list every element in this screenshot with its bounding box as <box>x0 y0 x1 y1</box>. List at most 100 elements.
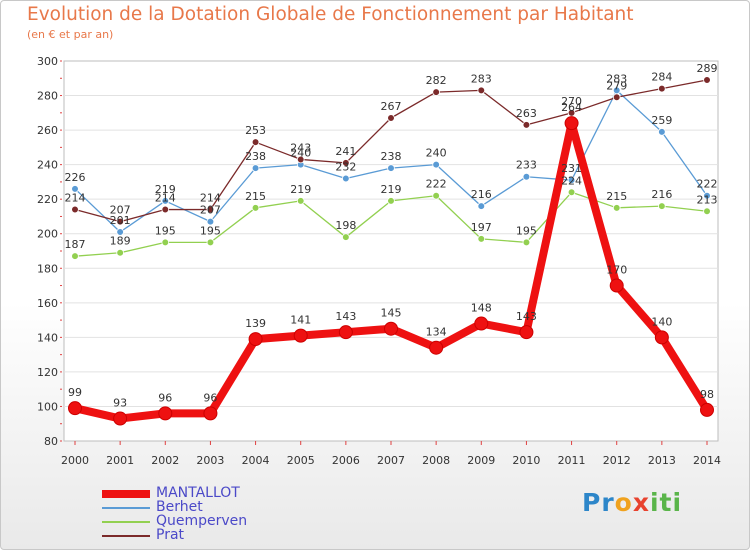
data-label-quemperven: 197 <box>471 221 492 234</box>
point-prat <box>387 114 395 122</box>
data-label-prat: 214 <box>200 192 221 205</box>
point-berhet <box>432 160 440 169</box>
data-label-quemperven: 198 <box>335 219 356 232</box>
point-quemperven <box>71 252 79 260</box>
y-tick-label: 220 <box>37 193 58 206</box>
point-mantallot <box>248 332 263 347</box>
point-prat <box>522 121 531 129</box>
y-tick-label: 300 <box>37 55 58 68</box>
point-mantallot <box>609 278 624 293</box>
point-mantallot <box>68 401 82 416</box>
data-label-quemperven: 213 <box>697 193 718 206</box>
point-berhet <box>251 164 260 172</box>
data-label-berhet: 233 <box>516 159 537 172</box>
legend-swatch-mantallot <box>102 490 150 498</box>
data-label-prat: 289 <box>697 62 718 75</box>
point-prat <box>251 138 260 146</box>
y-tick-label: 100 <box>37 400 58 413</box>
data-label-quemperven: 219 <box>290 183 311 196</box>
data-label-berhet: 201 <box>110 214 131 227</box>
data-label-berhet: 238 <box>245 150 266 163</box>
data-label-prat: 282 <box>426 74 447 87</box>
data-label-prat: 253 <box>245 124 266 137</box>
point-quemperven <box>477 235 486 243</box>
legend-label-berhet: Berhet <box>156 499 203 515</box>
data-label-berhet: 259 <box>651 114 672 127</box>
data-label-quemperven: 187 <box>65 238 86 251</box>
data-label-berhet: 240 <box>290 147 311 160</box>
data-label-mantallot: 148 <box>471 302 492 315</box>
point-mantallot <box>203 406 218 421</box>
data-label-berhet: 222 <box>697 178 718 191</box>
point-prat <box>342 159 350 167</box>
data-label-quemperven: 215 <box>245 190 266 203</box>
point-berhet <box>71 185 79 193</box>
data-label-berhet: 219 <box>155 183 176 196</box>
x-tick-label: 2008 <box>422 454 450 467</box>
point-prat <box>296 155 305 164</box>
y-tick-label: 80 <box>44 435 58 448</box>
point-mantallot <box>113 411 128 426</box>
data-label-prat: 283 <box>471 72 492 85</box>
point-mantallot <box>519 325 534 340</box>
x-tick-label: 2005 <box>287 454 315 467</box>
x-tick-label: 2007 <box>377 454 405 467</box>
data-label-mantallot: 96 <box>158 391 172 404</box>
point-prat <box>703 76 711 84</box>
point-quemperven <box>251 204 260 212</box>
data-label-berhet: 232 <box>335 160 356 173</box>
point-quemperven <box>522 238 531 247</box>
point-prat <box>161 205 170 214</box>
point-prat <box>477 86 486 95</box>
data-label-mantallot: 134 <box>426 326 447 339</box>
point-berhet <box>522 172 531 181</box>
legend-swatch-berhet <box>102 507 150 509</box>
data-label-mantallot: 264 <box>561 101 582 114</box>
x-tick-label: 2001 <box>106 454 134 467</box>
legend-label-quemperven: Quemperven <box>156 513 248 529</box>
legend-label-prat: Prat <box>156 527 185 543</box>
data-label-prat: 270 <box>561 95 582 108</box>
point-mantallot <box>474 316 489 331</box>
data-label-mantallot: 93 <box>113 397 127 410</box>
data-label-quemperven: 195 <box>200 224 221 237</box>
point-prat <box>432 88 440 96</box>
point-quemperven <box>161 238 170 247</box>
point-quemperven <box>658 202 666 210</box>
point-mantallot <box>158 406 173 421</box>
point-berhet <box>206 217 215 226</box>
point-berhet <box>567 176 576 184</box>
y-tick-label: 140 <box>37 331 58 344</box>
legend-swatch-prat <box>102 535 150 537</box>
y-tick-label: 240 <box>37 159 58 172</box>
data-label-quemperven: 224 <box>561 174 582 187</box>
y-tick-label: 120 <box>37 366 58 379</box>
point-prat <box>71 205 79 214</box>
chart-subtitle: (en € et par an) <box>27 28 114 41</box>
point-mantallot <box>338 325 353 340</box>
data-label-quemperven: 215 <box>606 190 627 203</box>
data-label-quemperven: 216 <box>651 188 672 201</box>
data-label-mantallot: 145 <box>381 307 402 320</box>
data-label-berhet: 226 <box>65 171 86 184</box>
point-quemperven <box>567 188 576 197</box>
data-label-mantallot: 143 <box>516 310 537 323</box>
point-quemperven <box>206 238 215 247</box>
chart-title: Evolution de la Dotation Globale de Fonc… <box>27 4 634 25</box>
data-label-prat: 241 <box>335 145 356 158</box>
point-berhet <box>387 164 395 172</box>
data-label-mantallot: 96 <box>203 391 217 404</box>
point-prat <box>658 84 666 93</box>
point-mantallot <box>384 321 398 336</box>
data-label-prat: 279 <box>606 79 627 92</box>
point-mantallot <box>293 328 308 343</box>
data-label-prat: 263 <box>516 107 537 120</box>
data-label-berhet: 283 <box>606 72 627 85</box>
point-quemperven <box>432 191 440 200</box>
point-quemperven <box>703 207 711 216</box>
data-label-mantallot: 140 <box>651 315 672 328</box>
y-tick-label: 260 <box>37 124 58 137</box>
point-quemperven <box>612 204 621 212</box>
data-label-prat: 207 <box>110 204 131 217</box>
x-tick-label: 2000 <box>61 454 89 467</box>
